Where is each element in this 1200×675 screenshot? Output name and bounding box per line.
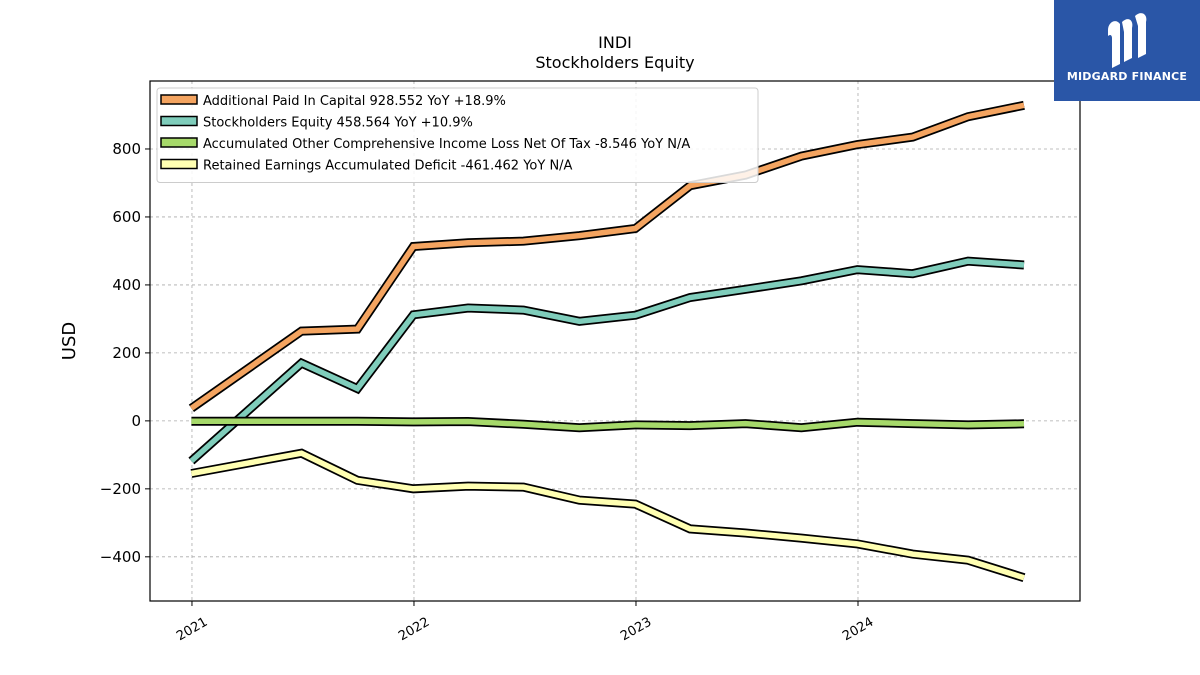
x-tick-label: 2022 bbox=[396, 615, 432, 645]
legend-swatch bbox=[160, 137, 198, 148]
series-line-3 bbox=[191, 418, 1025, 431]
y-tick-label: 400 bbox=[112, 276, 141, 294]
series-line-2 bbox=[189, 258, 1025, 464]
legend-swatch bbox=[160, 94, 198, 105]
y-tick-label: 200 bbox=[112, 344, 141, 362]
legend-entry: Additional Paid In Capital 928.552 YoY +… bbox=[203, 94, 506, 109]
series-line-1 bbox=[189, 102, 1025, 411]
legend: Additional Paid In Capital 928.552 YoY +… bbox=[156, 87, 759, 183]
chart-title: INDI bbox=[598, 33, 632, 52]
legend-box bbox=[156, 87, 759, 183]
y-tick-label: −200 bbox=[100, 480, 141, 498]
axis-ticks: −400 −200 0 200 400 600 800 2021 2022 2023 2024 bbox=[100, 140, 877, 644]
legend-entry: Accumulated Other Comprehensive Income L… bbox=[203, 137, 690, 152]
plot-area-frame bbox=[149, 80, 1081, 602]
series-line-outline bbox=[190, 448, 1026, 582]
y-axis-label: USD bbox=[59, 322, 80, 360]
legend-entry: Retained Earnings Accumulated Deficit -4… bbox=[203, 159, 573, 174]
chart-subtitle: Stockholders Equity bbox=[535, 53, 694, 72]
x-tick-label: 2024 bbox=[840, 615, 876, 645]
series-line-4 bbox=[190, 450, 1025, 581]
y-tick-label: 0 bbox=[131, 412, 141, 430]
y-tick-label: −400 bbox=[100, 548, 141, 566]
legend-swatch bbox=[160, 115, 198, 127]
logo-mark-icon bbox=[1108, 13, 1147, 68]
series-lines bbox=[188, 100, 1026, 582]
brand-logo: MIDGARD FINANCE bbox=[1054, 0, 1200, 101]
x-tick-label: 2021 bbox=[174, 615, 210, 645]
series-line-outline bbox=[188, 256, 1025, 465]
logo-text: MIDGARD FINANCE bbox=[1066, 70, 1188, 83]
legend-entry: Stockholders Equity 458.564 YoY +10.9% bbox=[203, 116, 473, 131]
y-tick-label: 800 bbox=[112, 140, 141, 158]
legend-swatch bbox=[160, 158, 198, 170]
y-tick-label: 600 bbox=[112, 208, 141, 226]
x-tick-label: 2023 bbox=[618, 615, 654, 645]
